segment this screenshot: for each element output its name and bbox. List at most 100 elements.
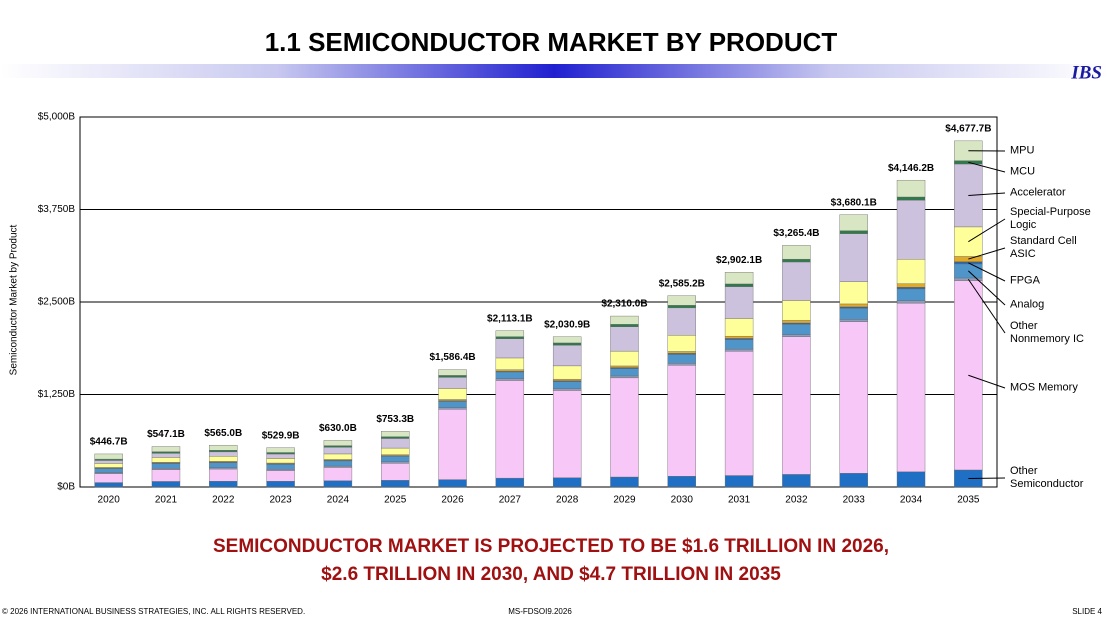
bar-segment: [839, 233, 868, 282]
legend-label: Special-Purpose Logic: [1010, 206, 1091, 231]
legend-label: Analog: [1010, 298, 1045, 311]
bar-segment: [94, 453, 123, 460]
total-label: $3,265.4B: [773, 228, 819, 239]
bar-segment: [782, 320, 811, 324]
bar-segment: [954, 163, 983, 228]
bar-segment: [495, 378, 525, 381]
bar-segment: [839, 321, 868, 474]
bar-segment: [667, 351, 696, 354]
bar-segment: [381, 463, 410, 481]
bar-segment: [151, 481, 181, 488]
bar-segment: [94, 473, 123, 483]
legend-label: MOS Memory: [1010, 381, 1078, 394]
x-tick-label: 2032: [785, 495, 808, 506]
headline: SEMICONDUCTOR MARKET IS PROJECTED TO BE …: [213, 536, 889, 557]
bar-segment: [323, 447, 353, 455]
legend-leader: [968, 192, 1006, 196]
bar-segment: [209, 456, 238, 462]
bar-segment: [839, 303, 868, 308]
total-label: $565.0B: [204, 428, 242, 439]
bar-segment: [552, 381, 582, 389]
header-band: [0, 64, 1108, 78]
bar-segment: [323, 480, 353, 488]
footer-copyright: © 2026 INTERNATIONAL BUSINESS STRATEGIES…: [2, 607, 305, 616]
bar-segment: [438, 369, 467, 376]
y-tick-label: $2,500B: [38, 297, 76, 308]
bar-segment: [610, 324, 639, 327]
bar-segment: [151, 463, 181, 469]
x-tick-label: 2031: [728, 495, 751, 506]
bar-segment: [438, 375, 467, 378]
legend-leader: [968, 270, 1006, 306]
bar-segment: [266, 481, 295, 488]
bar-segment: [94, 463, 123, 468]
total-label: $446.7B: [90, 437, 128, 448]
legend-label: FPGA: [1010, 274, 1040, 287]
bar-segment: [667, 305, 696, 309]
total-label: $2,113.1B: [487, 313, 533, 324]
bar-segment: [381, 456, 410, 463]
total-label: $3,680.1B: [831, 197, 877, 208]
bar-segment: [724, 335, 754, 339]
y-tick-label: $1,250B: [38, 389, 76, 400]
x-tick-label: 2025: [384, 495, 407, 506]
bar-segment: [610, 377, 639, 478]
bar-segment: [266, 470, 295, 482]
bar-segment: [839, 308, 868, 320]
bar-segment: [552, 378, 582, 381]
bar-segment: [266, 452, 295, 455]
bar-segment: [839, 230, 868, 234]
bar-segment: [782, 300, 811, 321]
x-tick-label: 2030: [671, 495, 694, 506]
bar-segment: [724, 272, 754, 285]
legend-leader: [968, 218, 1006, 243]
bar-segment: [667, 295, 696, 306]
total-label: $4,677.7B: [945, 123, 991, 134]
legend-label: Other Nonmemory IC: [1010, 320, 1084, 345]
bar-segment: [151, 451, 181, 454]
bar-segment: [209, 481, 238, 488]
bar-segment: [839, 319, 868, 322]
x-tick-label: 2035: [957, 495, 980, 506]
bar-segment: [323, 467, 353, 481]
bar-segment: [724, 475, 754, 488]
bar-segment: [438, 479, 467, 488]
bar-segment: [266, 453, 295, 459]
bar-segment: [209, 451, 238, 457]
legend-label: Other Semiconductor: [1010, 465, 1084, 490]
total-label: $4,146.2B: [888, 163, 934, 174]
bar-segment: [438, 407, 467, 410]
bar-segment: [438, 377, 467, 389]
x-tick-label: 2021: [155, 495, 178, 506]
bar-segment: [438, 401, 467, 408]
bar-segment: [266, 447, 295, 453]
total-label: $1,586.4B: [429, 352, 475, 363]
bar-segment: [782, 245, 811, 260]
bar-segment: [896, 288, 926, 301]
bar-segment: [381, 447, 410, 455]
headline: $2.6 TRILLION IN 2030, AND $4.7 TRILLION…: [321, 564, 781, 585]
bar-segment: [724, 318, 754, 337]
bar-segment: [724, 348, 754, 352]
legend-label: Standard Cell ASIC: [1010, 235, 1077, 260]
bar-segment: [495, 357, 525, 370]
legend-label: MPU: [1010, 144, 1035, 157]
bar-segment: [381, 438, 410, 449]
footer-code: MS-FDSOI9.2026: [508, 607, 572, 616]
bar-segment: [839, 306, 868, 309]
bar-segment: [782, 258, 811, 263]
bar-segment: [896, 199, 926, 260]
bar-segment: [323, 440, 353, 446]
bar-segment: [667, 365, 696, 477]
total-label: $2,902.1B: [716, 255, 762, 266]
bar-segment: [724, 286, 754, 319]
bar-segment: [667, 335, 696, 352]
bar-segment: [552, 342, 582, 346]
bar-segment: [896, 196, 926, 201]
bar-segment: [495, 371, 525, 379]
y-tick-label: $3,750B: [38, 204, 76, 215]
slide-title: 1.1 SEMICONDUCTOR MARKET BY PRODUCT: [265, 27, 838, 57]
logo: IBS: [1070, 62, 1102, 83]
bar-segment: [323, 445, 353, 448]
bar-segment: [438, 388, 467, 400]
